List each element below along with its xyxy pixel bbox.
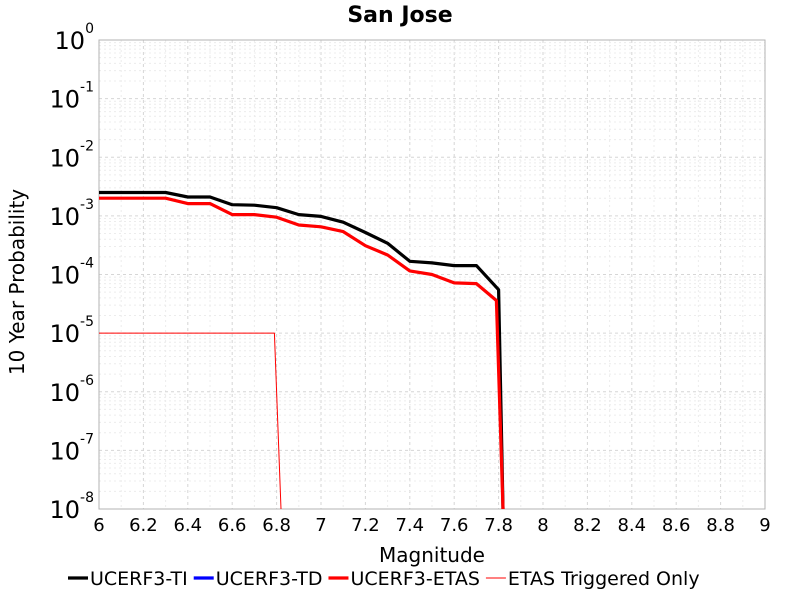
y-tick-label: 10-3 bbox=[49, 197, 94, 231]
x-tick-labels: 6 6.2 6.4 6.6 6.8 7 7.2 7.4 7.6 7.8 8 8.2 8.4 8.6 8.8 9 bbox=[93, 515, 770, 536]
x-tick-label: 8.2 bbox=[573, 515, 602, 536]
y-tick-label: 10-5 bbox=[49, 314, 94, 348]
x-tick-label: 7.4 bbox=[395, 515, 424, 536]
series-layer bbox=[99, 190, 505, 510]
x-tick-label: 7 bbox=[315, 515, 326, 536]
grid bbox=[98, 39, 766, 510]
legend-item: UCERF3-TD bbox=[193, 568, 323, 590]
series-line-ucerf3-etas bbox=[99, 196, 505, 510]
plot-area bbox=[98, 39, 766, 510]
x-tick-label: 7.8 bbox=[484, 515, 513, 536]
legend-label: UCERF3-ETAS bbox=[350, 568, 479, 590]
x-tick-label: 6.2 bbox=[129, 515, 158, 536]
y-axis-label: 10 Year Probability bbox=[5, 189, 29, 375]
legend: UCERF3-TI UCERF3-TD UCERF3-ETAS ETAS Trigge… bbox=[68, 568, 700, 590]
x-tick-label: 8.8 bbox=[706, 515, 735, 536]
x-axis-label: Magnitude bbox=[379, 543, 485, 567]
x-tick-label: 6.4 bbox=[173, 515, 202, 536]
legend-item: UCERF3-TI bbox=[68, 568, 188, 590]
y-tick-label: 10-7 bbox=[49, 431, 94, 465]
legend-item: ETAS Triggered Only bbox=[485, 568, 700, 590]
legend-label: ETAS Triggered Only bbox=[508, 568, 700, 590]
legend-label: UCERF3-TD bbox=[216, 568, 323, 590]
legend-label: UCERF3-TI bbox=[90, 568, 188, 590]
chart-title: San Jose bbox=[347, 3, 452, 28]
y-tick-label: 100 bbox=[55, 21, 94, 55]
series-line-ucerf3-ti bbox=[99, 190, 505, 510]
x-tick-label: 7.6 bbox=[440, 515, 469, 536]
series-line-etas-triggered-only bbox=[99, 332, 282, 510]
x-tick-label: 6.8 bbox=[262, 515, 291, 536]
y-tick-label: 10-1 bbox=[49, 80, 94, 114]
x-tick-label: 7.2 bbox=[351, 515, 380, 536]
y-tick-label: 10-8 bbox=[49, 490, 94, 524]
y-tick-label: 10-6 bbox=[49, 373, 94, 407]
x-tick-label: 8.6 bbox=[662, 515, 691, 536]
x-tick-label: 9 bbox=[759, 515, 770, 536]
x-tick-label: 8 bbox=[537, 515, 548, 536]
y-tick-labels: 100 10-1 10-2 10-3 10-4 10-5 10-6 10-7 10-8 bbox=[49, 21, 94, 524]
x-tick-label: 8.4 bbox=[617, 515, 646, 536]
y-tick-label: 10-4 bbox=[49, 256, 94, 290]
x-tick-label: 6.6 bbox=[218, 515, 247, 536]
legend-item: UCERF3-ETAS bbox=[328, 568, 480, 590]
y-tick-label: 10-2 bbox=[49, 138, 94, 172]
x-tick-label: 6 bbox=[93, 515, 104, 536]
